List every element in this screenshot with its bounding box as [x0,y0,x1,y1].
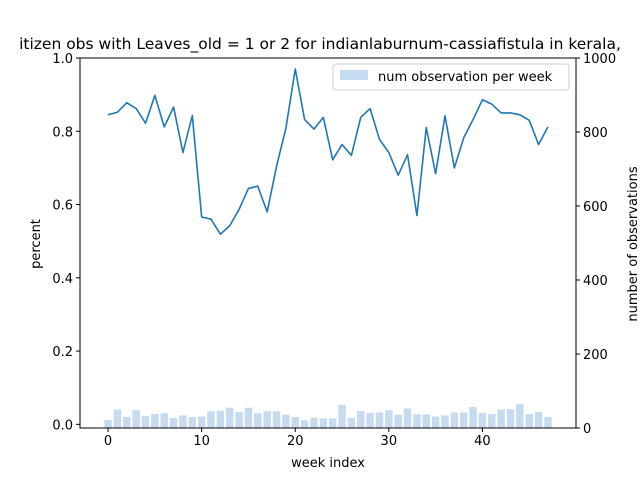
bar-week-12 [216,410,225,428]
bar-week-40 [478,412,487,428]
legend-swatch [340,70,368,80]
bar-week-28 [366,412,374,428]
bar-week-5 [151,413,159,428]
chart-title: itizen obs with Leaves_old = 1 or 2 for … [19,35,621,54]
bar-week-38 [459,412,468,428]
bar-week-15 [244,407,253,428]
y-left-tick-label: 1.0 [52,52,73,67]
bar-week-34 [422,414,431,428]
x-tick-label: 30 [381,434,398,449]
bar-week-37 [450,412,459,428]
bar-week-4 [141,416,150,428]
bar-week-20 [291,416,299,428]
bar-week-2 [123,416,131,428]
bar-week-35 [431,416,440,428]
bar-week-9 [188,416,197,428]
bar-week-36 [441,415,449,428]
bar-week-0 [104,419,112,428]
bar-week-44 [516,403,524,428]
bar-week-1 [113,409,122,428]
bar-week-39 [469,406,477,428]
bar-week-31 [394,414,402,428]
y-right-tick-label: 1000 [583,52,616,67]
y-axis-right-ticks: 0 200 400 600 800 1000 [576,52,616,437]
bar-week-23 [319,418,328,428]
plot-area-border [79,57,577,429]
x-axis-label: week index [291,456,365,471]
y-axis-right-label: number of observations [626,166,640,321]
bar-week-21 [300,420,309,428]
legend-entry-label: num observation per week [378,70,553,85]
bar-week-25 [338,404,346,428]
bar-series [104,403,552,428]
legend: num observation per week [332,63,570,91]
y-right-tick-label: 200 [583,348,608,363]
bar-week-29 [375,412,384,428]
axes-frame [79,57,577,429]
bar-week-47 [544,416,552,428]
y-axis-left-ticks: 0.0 0.2 0.4 0.6 0.8 1.0 [52,52,80,433]
x-axis-ticks: 0 10 20 30 40 [104,428,491,449]
x-tick-label: 40 [474,434,491,449]
bar-week-30 [385,410,393,428]
bar-week-26 [347,418,356,428]
bar-week-22 [310,417,318,428]
bar-week-16 [254,413,262,428]
y-left-tick-label: 0.8 [52,125,73,140]
bar-week-45 [525,413,533,428]
bar-week-11 [207,411,215,428]
y-right-tick-label: 400 [583,274,608,289]
y-left-tick-label: 0.6 [52,199,73,214]
x-tick-label: 10 [193,434,210,449]
y-left-tick-label: 0.4 [52,272,73,287]
bar-week-10 [197,416,206,428]
y-right-tick-label: 0 [583,422,591,437]
legend-box [332,63,570,91]
bar-week-8 [179,415,187,428]
bar-week-18 [272,411,281,428]
line-series [107,68,549,236]
y-axis-left-label: percent [29,219,44,269]
bar-week-46 [534,412,543,428]
bar-week-32 [403,408,412,428]
bar-week-3 [132,410,140,428]
y-left-tick-label: 0.2 [52,345,73,360]
bar-week-43 [506,409,515,428]
bar-week-41 [488,413,496,428]
bar-week-14 [235,412,243,428]
bar-week-27 [357,410,365,428]
x-tick-label: 20 [287,434,304,449]
y-left-tick-label: 0.0 [52,418,73,433]
percent-line [107,68,549,236]
y-right-tick-label: 800 [583,126,608,141]
bar-week-13 [225,407,234,428]
bar-week-7 [169,418,178,428]
x-tick-label: 0 [104,434,112,449]
bar-week-17 [263,411,271,428]
bar-week-6 [160,413,168,428]
bar-week-24 [328,418,337,428]
bar-week-33 [413,414,421,428]
bar-week-19 [282,414,290,428]
bar-week-42 [497,409,505,428]
y-right-tick-label: 600 [583,200,608,215]
